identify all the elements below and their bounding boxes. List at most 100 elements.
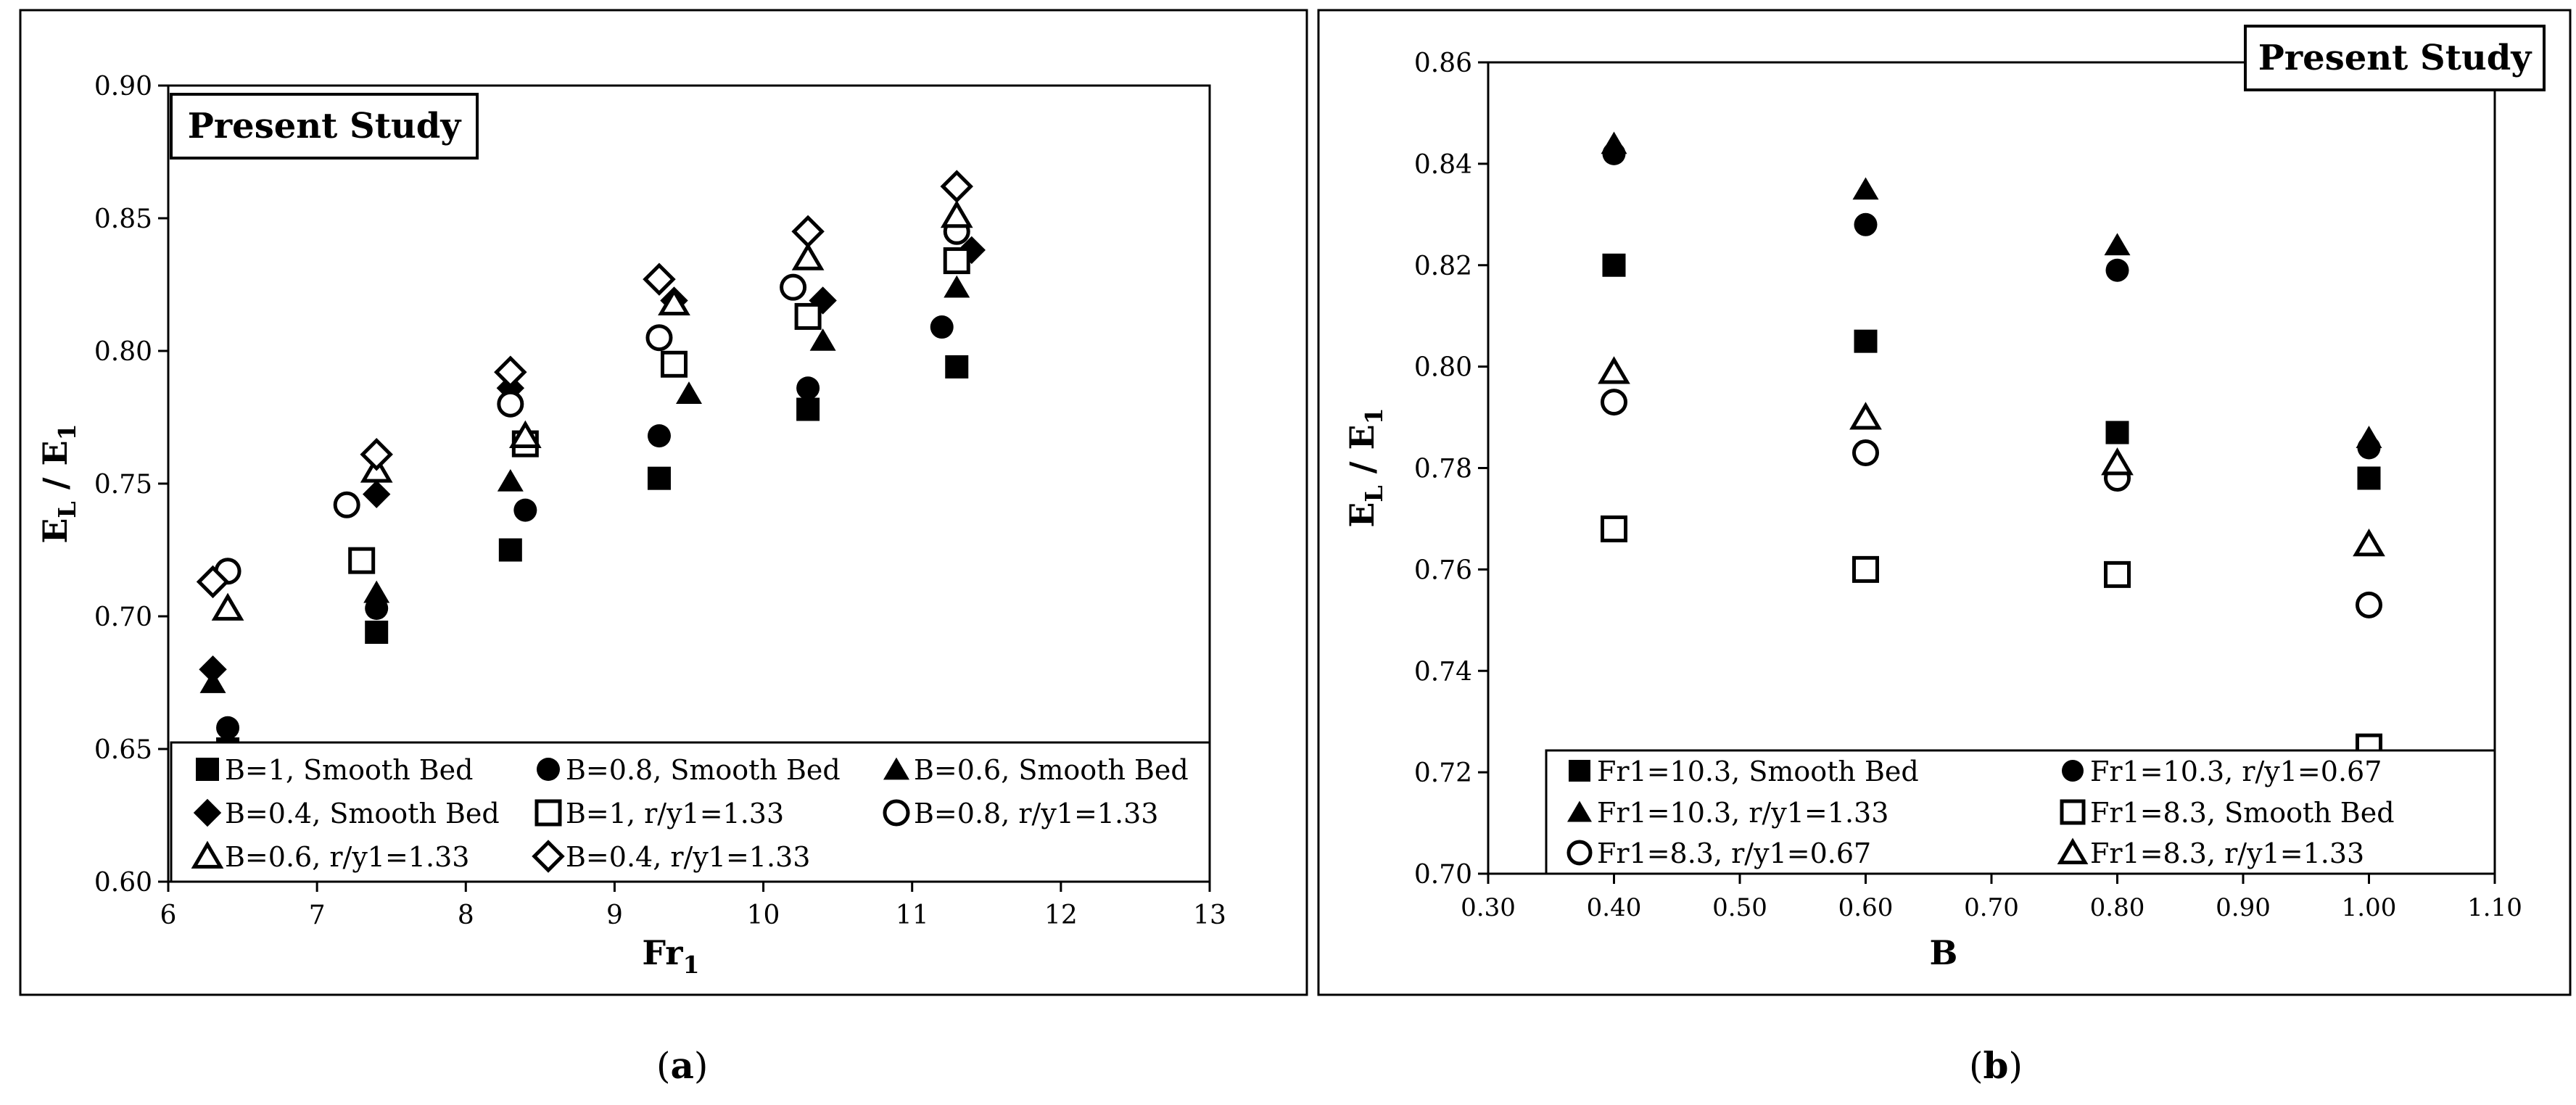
y-tick-label: 0.70 [1414,860,1472,890]
y-tick-label: 0.90 [94,72,152,102]
legend-entry: B=0.4, r/y1=1.33 [532,840,810,873]
series-3 [199,275,970,693]
chart-frame [19,9,1308,996]
legend-entry: B=0.4, Smooth Bed [193,798,500,829]
legend-entry: B=0.6, r/y1=1.33 [191,840,469,873]
data-point [494,355,527,389]
series-2 [1602,141,2381,460]
legend-label: B=0.8, r/y1=1.33 [914,798,1158,829]
data-point [645,324,673,352]
data-point [497,390,524,418]
legend-label: B=0.4, Smooth Bed [225,798,500,829]
x-tick-label: 12 [1044,901,1078,930]
data-point [508,420,542,449]
data-point [945,355,969,378]
series-1 [1602,253,2381,490]
legend-entry: Fr1=8.3, r/y1=0.67 [1566,837,1871,869]
legend-marker [534,799,562,827]
data-point [1852,177,1879,200]
series-5 [348,247,970,574]
data-point [809,328,836,351]
data-point [647,424,671,448]
data-point [2353,529,2385,557]
data-point [2357,466,2381,490]
data-point [1601,131,1627,154]
data-point [943,247,970,275]
panel-label-b-letter: b [1983,1044,2009,1087]
legend-label: Fr1=10.3, r/y1=1.33 [1597,797,1888,829]
series-7 [211,199,973,621]
legend-marker [193,798,222,827]
chart-title-box [170,93,479,160]
legend-label: Fr1=10.3, r/y1=0.67 [2090,756,2382,787]
panel-label-a-open: ( [656,1045,671,1087]
y-tick-label: 0.72 [1414,758,1472,788]
chart-title-box [2244,25,2546,91]
legend-entry: B=1, r/y1=1.33 [534,798,784,829]
data-point [796,376,820,400]
legend-entry: Fr1=10.3, r/y1=0.67 [2062,756,2382,787]
data-point [2104,233,2131,256]
data-point [1602,253,1626,277]
legend [170,741,1211,883]
data-point [498,538,522,562]
legend-entry: B=1, Smooth Bed [196,754,473,786]
x-axis-label: B [1930,933,1958,972]
x-tick-label: 0.40 [1587,893,1642,922]
legend-entry: Fr1=10.3, Smooth Bed [1569,756,1919,787]
data-point [944,275,970,298]
legend-marker [2057,837,2089,864]
x-tick-label: 0.70 [1964,893,2019,922]
series-4 [199,236,986,684]
data-point [1849,402,1882,430]
data-point [660,350,688,378]
data-point [930,315,954,339]
x-tick-label: 6 [160,901,177,930]
data-point [363,580,390,603]
legend-marker [883,799,910,827]
x-tick-label: 1.00 [2342,893,2397,922]
legend-marker [532,840,565,873]
panel-label-a-close: ) [693,1045,709,1087]
legend-marker [537,758,560,781]
legend-label: B=1, Smooth Bed [225,754,473,786]
x-tick-label: 0.30 [1461,893,1516,922]
data-point [957,236,986,265]
data-point [348,547,376,574]
data-point [1598,356,1630,384]
legend-marker [191,840,224,869]
x-tick-label: 1.10 [2467,893,2522,922]
y-tick-label: 0.65 [94,735,152,765]
legend-label: B=1, r/y1=1.33 [566,798,784,829]
data-point [1854,329,1878,353]
data-point [199,655,227,684]
data-point [794,302,822,330]
panel-label-b-open: ( [1969,1045,1983,1087]
legend-label: B=0.8, Smooth Bed [566,754,841,786]
legend-marker [2060,799,2086,825]
data-point [513,498,537,522]
legend-label: B=0.6, Smooth Bed [914,754,1189,786]
legend-marker [196,758,219,781]
legend-marker [1567,800,1592,822]
data-point [658,287,690,316]
legend-entry: Fr1=8.3, r/y1=1.33 [2057,837,2364,869]
legend-entry: B=0.8, r/y1=1.33 [883,798,1158,829]
data-point [1852,439,1879,467]
chart-frame [1317,9,2572,996]
y-tick-label: 0.80 [1414,353,1472,383]
data-point [791,215,825,249]
data-point [360,438,393,471]
data-point [497,468,524,492]
data-point [1601,515,1627,542]
data-point [647,466,671,490]
panel-label-a-letter: a [670,1044,694,1087]
panel-label-b: (b) [1969,1044,2023,1087]
data-point [2104,560,2131,588]
series-2 [216,315,954,740]
data-point [791,242,825,270]
y-tick-label: 0.82 [1414,252,1472,281]
legend-entry: Fr1=10.3, r/y1=1.33 [1567,797,1888,829]
data-point [333,491,360,518]
